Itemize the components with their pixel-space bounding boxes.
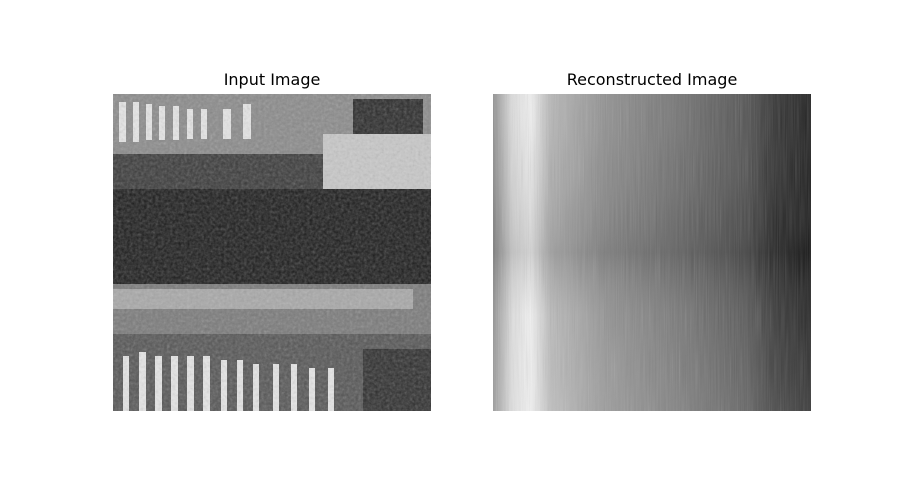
input-image-title: Input Image: [223, 70, 321, 89]
input-image: [113, 94, 431, 411]
reconstructed-image-title: Reconstructed Image: [566, 70, 738, 89]
reconstructed-image: [493, 94, 811, 411]
reconstructed-image-panel: Reconstructed Image: [493, 68, 811, 411]
input-image-panel: Input Image: [113, 68, 431, 411]
